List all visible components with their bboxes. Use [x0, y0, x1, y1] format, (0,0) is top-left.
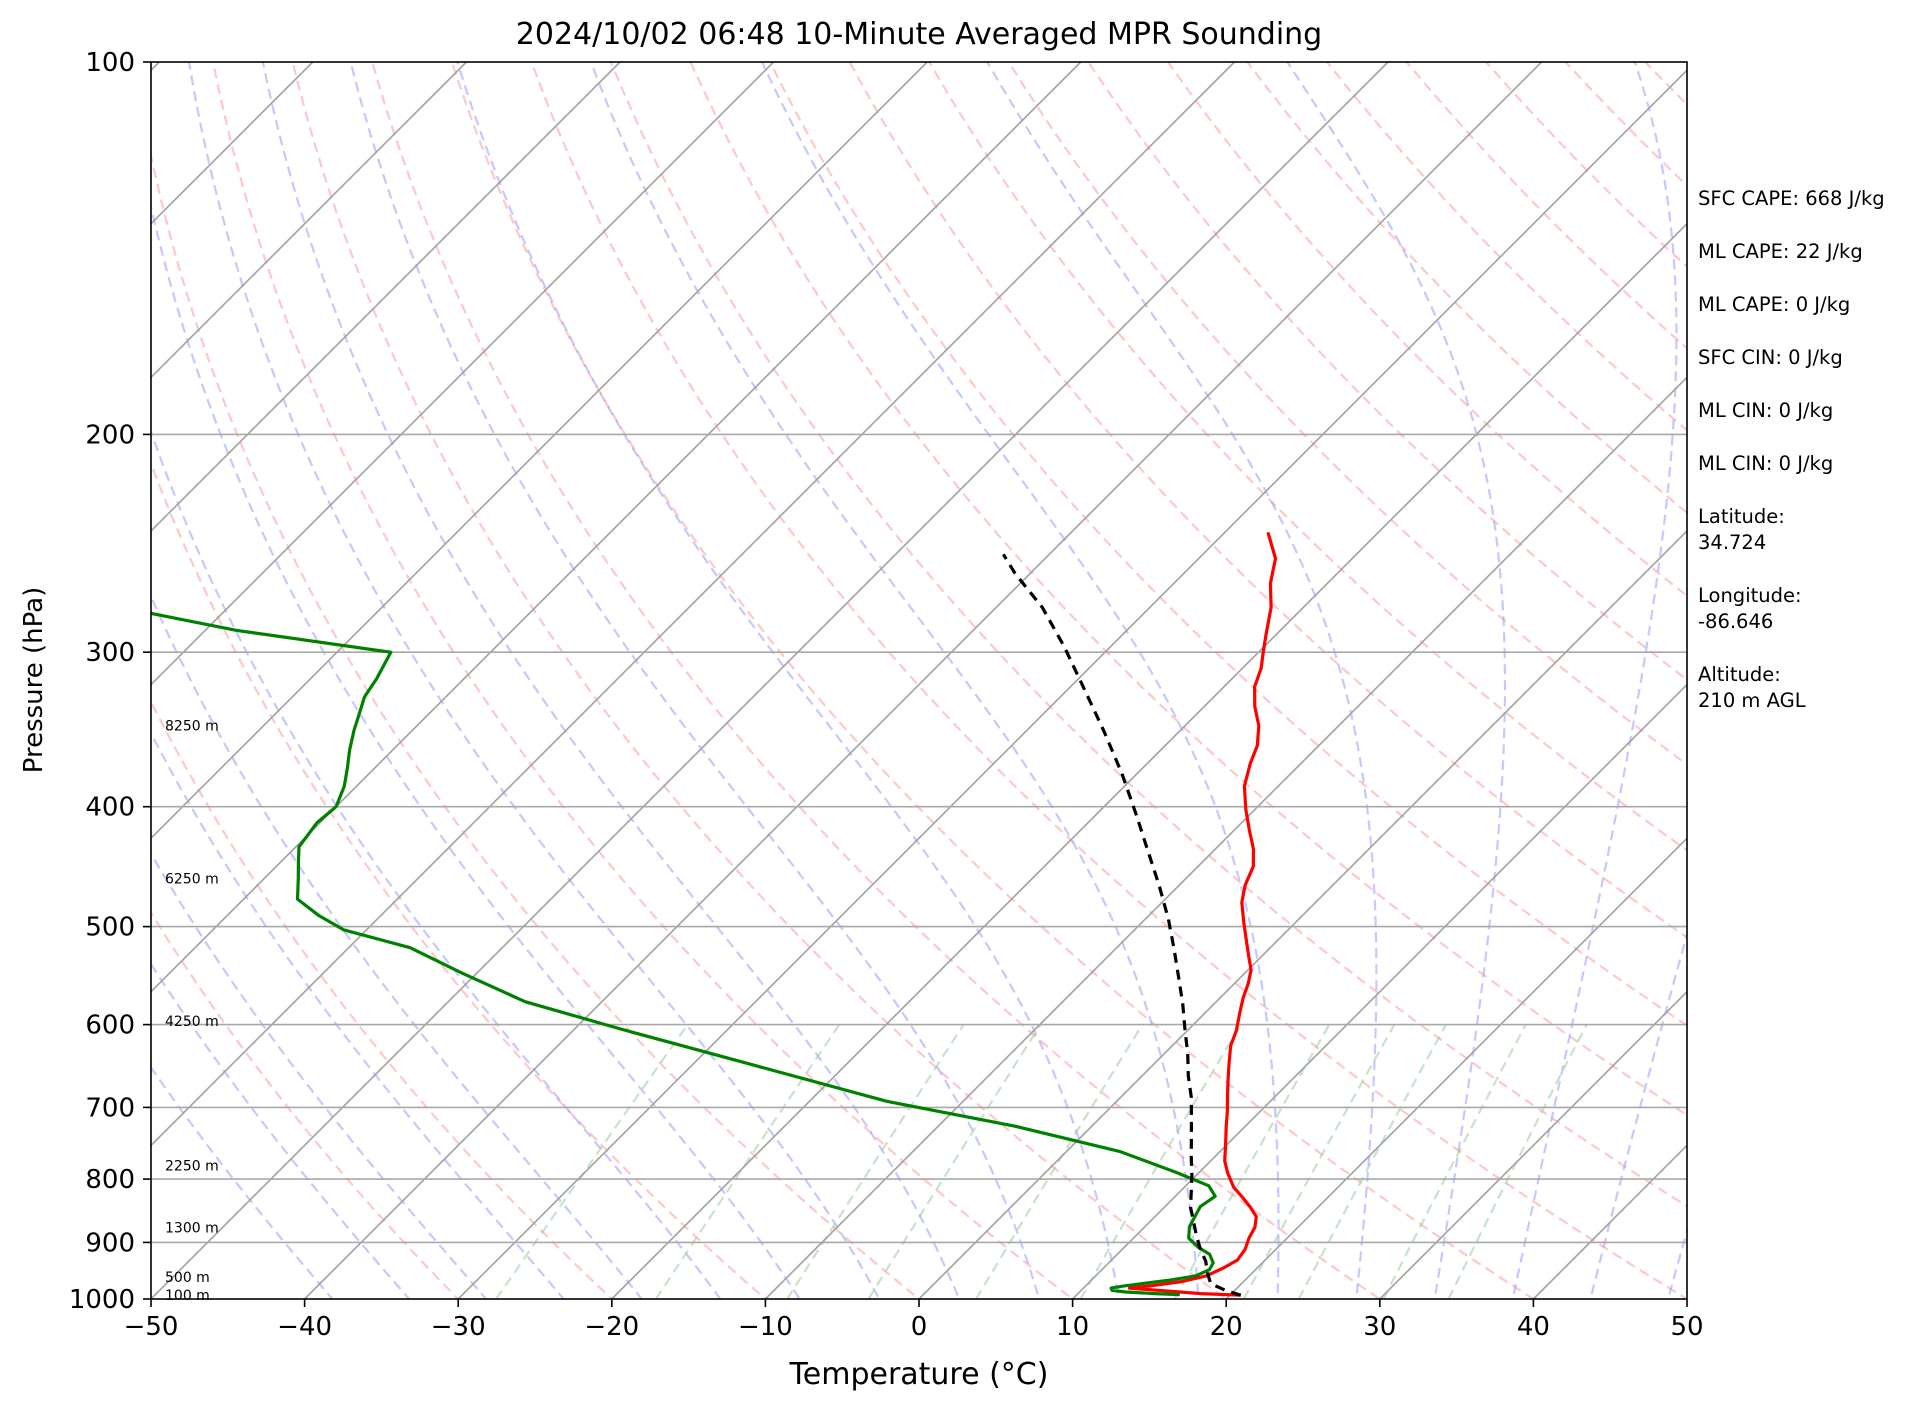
- x-axis-label: Temperature (°C): [789, 1357, 1049, 1392]
- sfc-cape-text: SFC CAPE: 668 J/kg: [1698, 187, 1885, 210]
- isotherm-line: [1225, 837, 1687, 1299]
- isotherm-line: [764, 376, 1687, 1299]
- pressure-gridlines: [151, 433, 1687, 1244]
- moist-adiabat-line: [1511, 62, 1678, 1299]
- height-label: 2250 m: [165, 1159, 219, 1175]
- moist-adiabat-line: [151, 428, 722, 1299]
- moist-adiabat-line: [1589, 930, 1687, 1299]
- isotherm-line: [151, 62, 928, 840]
- isotherm-line: [151, 62, 1082, 993]
- moist-adiabat-line: [1285, 62, 1507, 1299]
- moist-adiabat-line: [760, 62, 1280, 1299]
- isotherm-line: [1072, 683, 1687, 1299]
- height-labels: 100 m 500 m 1300 m 2250 m 4250 m 6250 m 8250 m: [165, 719, 219, 1304]
- moist-adiabat-line: [456, 62, 1121, 1299]
- parcel-trace: [1001, 553, 1242, 1297]
- altitude-text: Altitude: 210 m AGL: [1698, 663, 1806, 712]
- mixing-ratio-line: [786, 1023, 965, 1299]
- axes: −50 −40 −30 −20 −10 0 10 20 30 40 50 100 200 300 400 50…: [69, 48, 1704, 1342]
- dry-adiabat-line: [1166, 62, 1687, 598]
- dry-adiabat-line: [450, 62, 1536, 1299]
- y-tick-label: 900: [85, 1228, 135, 1258]
- dry-adiabat-line: [151, 460, 768, 1299]
- dry-adiabat-line: [609, 62, 1687, 1208]
- background-lines: [151, 62, 1687, 1299]
- moist-adiabat-line: [151, 851, 488, 1299]
- isotherm-line: [918, 529, 1687, 1299]
- height-label: 100 m: [165, 1288, 210, 1304]
- x-tick-label: 0: [911, 1312, 928, 1342]
- moist-adiabat-line: [151, 961, 411, 1299]
- y-tick-label: 500: [85, 913, 135, 943]
- height-label: 500 m: [165, 1270, 210, 1286]
- ml-cin-text: ML CIN: 0 J/kg: [1698, 399, 1834, 422]
- y-tick-label: 1000: [69, 1285, 135, 1315]
- moist-adiabat-line: [349, 62, 1041, 1299]
- moist-adiabat-line: [151, 1065, 334, 1299]
- height-label: 6250 m: [165, 871, 219, 887]
- ml-cape-text-2: ML CAPE: 0 J/kg: [1698, 293, 1851, 316]
- y-tick-label: 800: [85, 1165, 135, 1195]
- y-tick-label: 300: [85, 638, 135, 668]
- x-tick-label: −10: [738, 1312, 793, 1342]
- isotherm-line: [151, 62, 1389, 1299]
- dry-adiabat-line: [689, 62, 1687, 1117]
- y-tick-label: 600: [85, 1011, 135, 1041]
- latitude-text: Latitude: 34.724: [1698, 505, 1785, 554]
- isotherm-line: [151, 62, 621, 533]
- moist-adiabat-line: [985, 62, 1378, 1299]
- dry-adiabat-line: [211, 62, 1075, 1299]
- moist-adiabat-line: [187, 62, 881, 1299]
- x-tick-label: 10: [1056, 1312, 1089, 1342]
- ml-cin-text-2: ML CIN: 0 J/kg: [1698, 452, 1834, 475]
- dry-adiabat-line: [371, 62, 1382, 1299]
- height-label: 4250 m: [165, 1014, 219, 1030]
- x-tick-label: 50: [1670, 1312, 1703, 1342]
- isotherm-line: [151, 62, 467, 379]
- x-tick-label: 40: [1517, 1312, 1550, 1342]
- dry-adiabat-line: [768, 62, 1687, 1027]
- y-axis-label: Pressure (hPa): [19, 587, 49, 774]
- sounding-traces: [151, 531, 1278, 1297]
- height-label: 1300 m: [165, 1220, 219, 1236]
- isotherm-line: [151, 62, 775, 686]
- x-tick-label: −50: [124, 1312, 179, 1342]
- height-label: 8250 m: [165, 719, 219, 735]
- isotherm-line: [151, 62, 1235, 1147]
- moist-adiabat-line: [151, 730, 566, 1299]
- x-tick-label: −40: [277, 1312, 332, 1342]
- dewpoint-trace: [151, 611, 1217, 1297]
- dry-adiabat-line: [530, 62, 1687, 1299]
- dry-adiabat-line: [151, 150, 921, 1299]
- dry-adiabat-line: [848, 62, 1687, 939]
- y-tick-label: 200: [85, 420, 135, 450]
- isotherm-line: [304, 62, 1543, 1299]
- x-tick-label: 30: [1363, 1312, 1396, 1342]
- sounding-info-panel: SFC CAPE: 668 J/kg ML CAPE: 22 J/kg ML C…: [1698, 186, 1913, 741]
- moist-adiabat-line: [589, 62, 1200, 1299]
- moist-adiabat-line: [151, 593, 644, 1299]
- dry-adiabat-line: [1007, 62, 1687, 766]
- isotherm-line: [611, 222, 1687, 1299]
- x-tick-label: −30: [431, 1312, 486, 1342]
- moist-adiabat-line: [261, 62, 961, 1299]
- temperature-trace: [1127, 531, 1278, 1297]
- x-tick-label: −20: [584, 1312, 639, 1342]
- mixing-ratio-line: [867, 1024, 1042, 1299]
- dry-adiabat-line: [1086, 62, 1687, 682]
- dry-adiabat-line: [291, 62, 1229, 1299]
- y-tick-label: 700: [85, 1093, 135, 1123]
- ml-cape-text: ML CAPE: 22 J/kg: [1698, 240, 1863, 263]
- sfc-cin-text: SFC CIN: 0 J/kg: [1698, 346, 1843, 369]
- y-tick-label: 100: [85, 48, 135, 78]
- chart-title: 2024/10/02 06:48 10-Minute Averaged MPR …: [516, 17, 1322, 52]
- longitude-text: Longitude: -86.646: [1698, 584, 1802, 633]
- y-tick-label: 400: [85, 793, 135, 823]
- mixing-ratio-line: [654, 1023, 841, 1299]
- isotherm-line: [457, 69, 1687, 1299]
- moist-adiabat-line: [151, 201, 801, 1299]
- x-tick-label: 20: [1210, 1312, 1243, 1342]
- isotherm-line: [1379, 990, 1687, 1299]
